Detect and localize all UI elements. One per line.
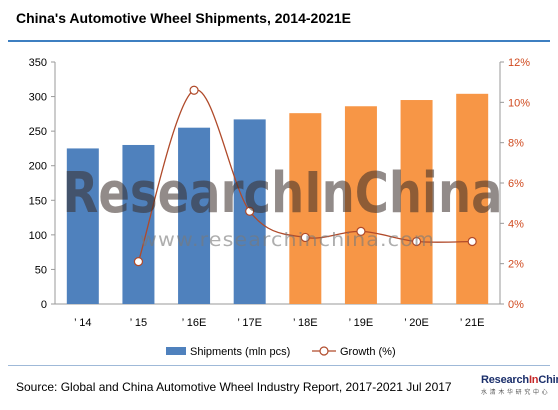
left-tick-label: 100 xyxy=(29,230,47,242)
x-tick-label: ’ 16E xyxy=(182,317,207,329)
x-tick-label: ’ 14 xyxy=(74,317,91,329)
right-tick-label: 6% xyxy=(508,178,524,190)
shipment-bar xyxy=(400,100,433,305)
right-tick-label: 8% xyxy=(508,138,524,150)
growth-marker xyxy=(356,226,366,236)
growth-marker xyxy=(467,236,477,247)
left-tick-label: 250 xyxy=(29,126,47,138)
growth-line xyxy=(137,89,473,262)
x-tick-label: ’ 18E xyxy=(293,317,318,329)
left-tick-label: 300 xyxy=(29,92,47,104)
legend-marker-growth xyxy=(319,346,329,356)
growth-marker xyxy=(411,236,422,247)
growth-marker xyxy=(189,85,199,95)
shipment-bar xyxy=(289,113,322,304)
left-tick-label: 0 xyxy=(41,299,47,311)
right-tick-label: 0% xyxy=(508,299,524,311)
logo-wordmark: ResearchInChina xyxy=(481,374,558,386)
right-tick-label: 4% xyxy=(508,218,524,230)
left-tick-label: 150 xyxy=(29,195,47,207)
source-note: Source: Global and China Automotive Whee… xyxy=(16,380,452,394)
researchinchina-logo: ResearchInChina 水 清 木 华 研 究 中 心 xyxy=(481,374,558,396)
chart-canvas: 0 50 100 150 200 250 300 350 0% 2% 4% 6% 8% 10% 12% ’ 1… xyxy=(29,57,531,358)
right-tick-label: 2% xyxy=(508,259,524,271)
legend-label-shipments: Shipments (mln pcs) xyxy=(190,346,290,358)
shipment-bar xyxy=(178,127,211,304)
title-rule xyxy=(8,40,550,42)
left-tick-label: 50 xyxy=(35,264,47,276)
x-tick-label: ’ 20E xyxy=(404,317,429,329)
left-tick-label: 200 xyxy=(29,161,47,173)
watermark-url: www.researchinchina.com xyxy=(140,229,435,251)
right-tick-label: 10% xyxy=(508,97,530,109)
left-tick-label: 350 xyxy=(29,57,47,69)
legend-label-growth: Growth (%) xyxy=(340,346,396,358)
x-tick-label: ’ 19E xyxy=(349,317,374,329)
x-tick-label: ’ 17E xyxy=(237,317,262,329)
growth-marker xyxy=(133,257,144,267)
shipment-bar xyxy=(122,144,155,304)
right-tick-label: 12% xyxy=(508,57,530,69)
shipment-bar xyxy=(456,93,489,304)
logo-subtitle: 水 清 木 华 研 究 中 心 xyxy=(481,390,549,396)
source-rule xyxy=(8,365,550,366)
growth-marker xyxy=(300,232,310,243)
x-tick-label: ’ 21E xyxy=(460,317,485,329)
shipment-bar xyxy=(66,148,99,304)
x-tick-label: ’ 15 xyxy=(130,317,147,329)
chart-title: China's Automotive Wheel Shipments, 2014… xyxy=(16,10,352,26)
watermark-text: ResearchInChina xyxy=(63,161,503,226)
shipment-bar xyxy=(344,106,377,304)
legend-swatch-shipments xyxy=(166,347,186,355)
growth-marker xyxy=(245,206,255,216)
